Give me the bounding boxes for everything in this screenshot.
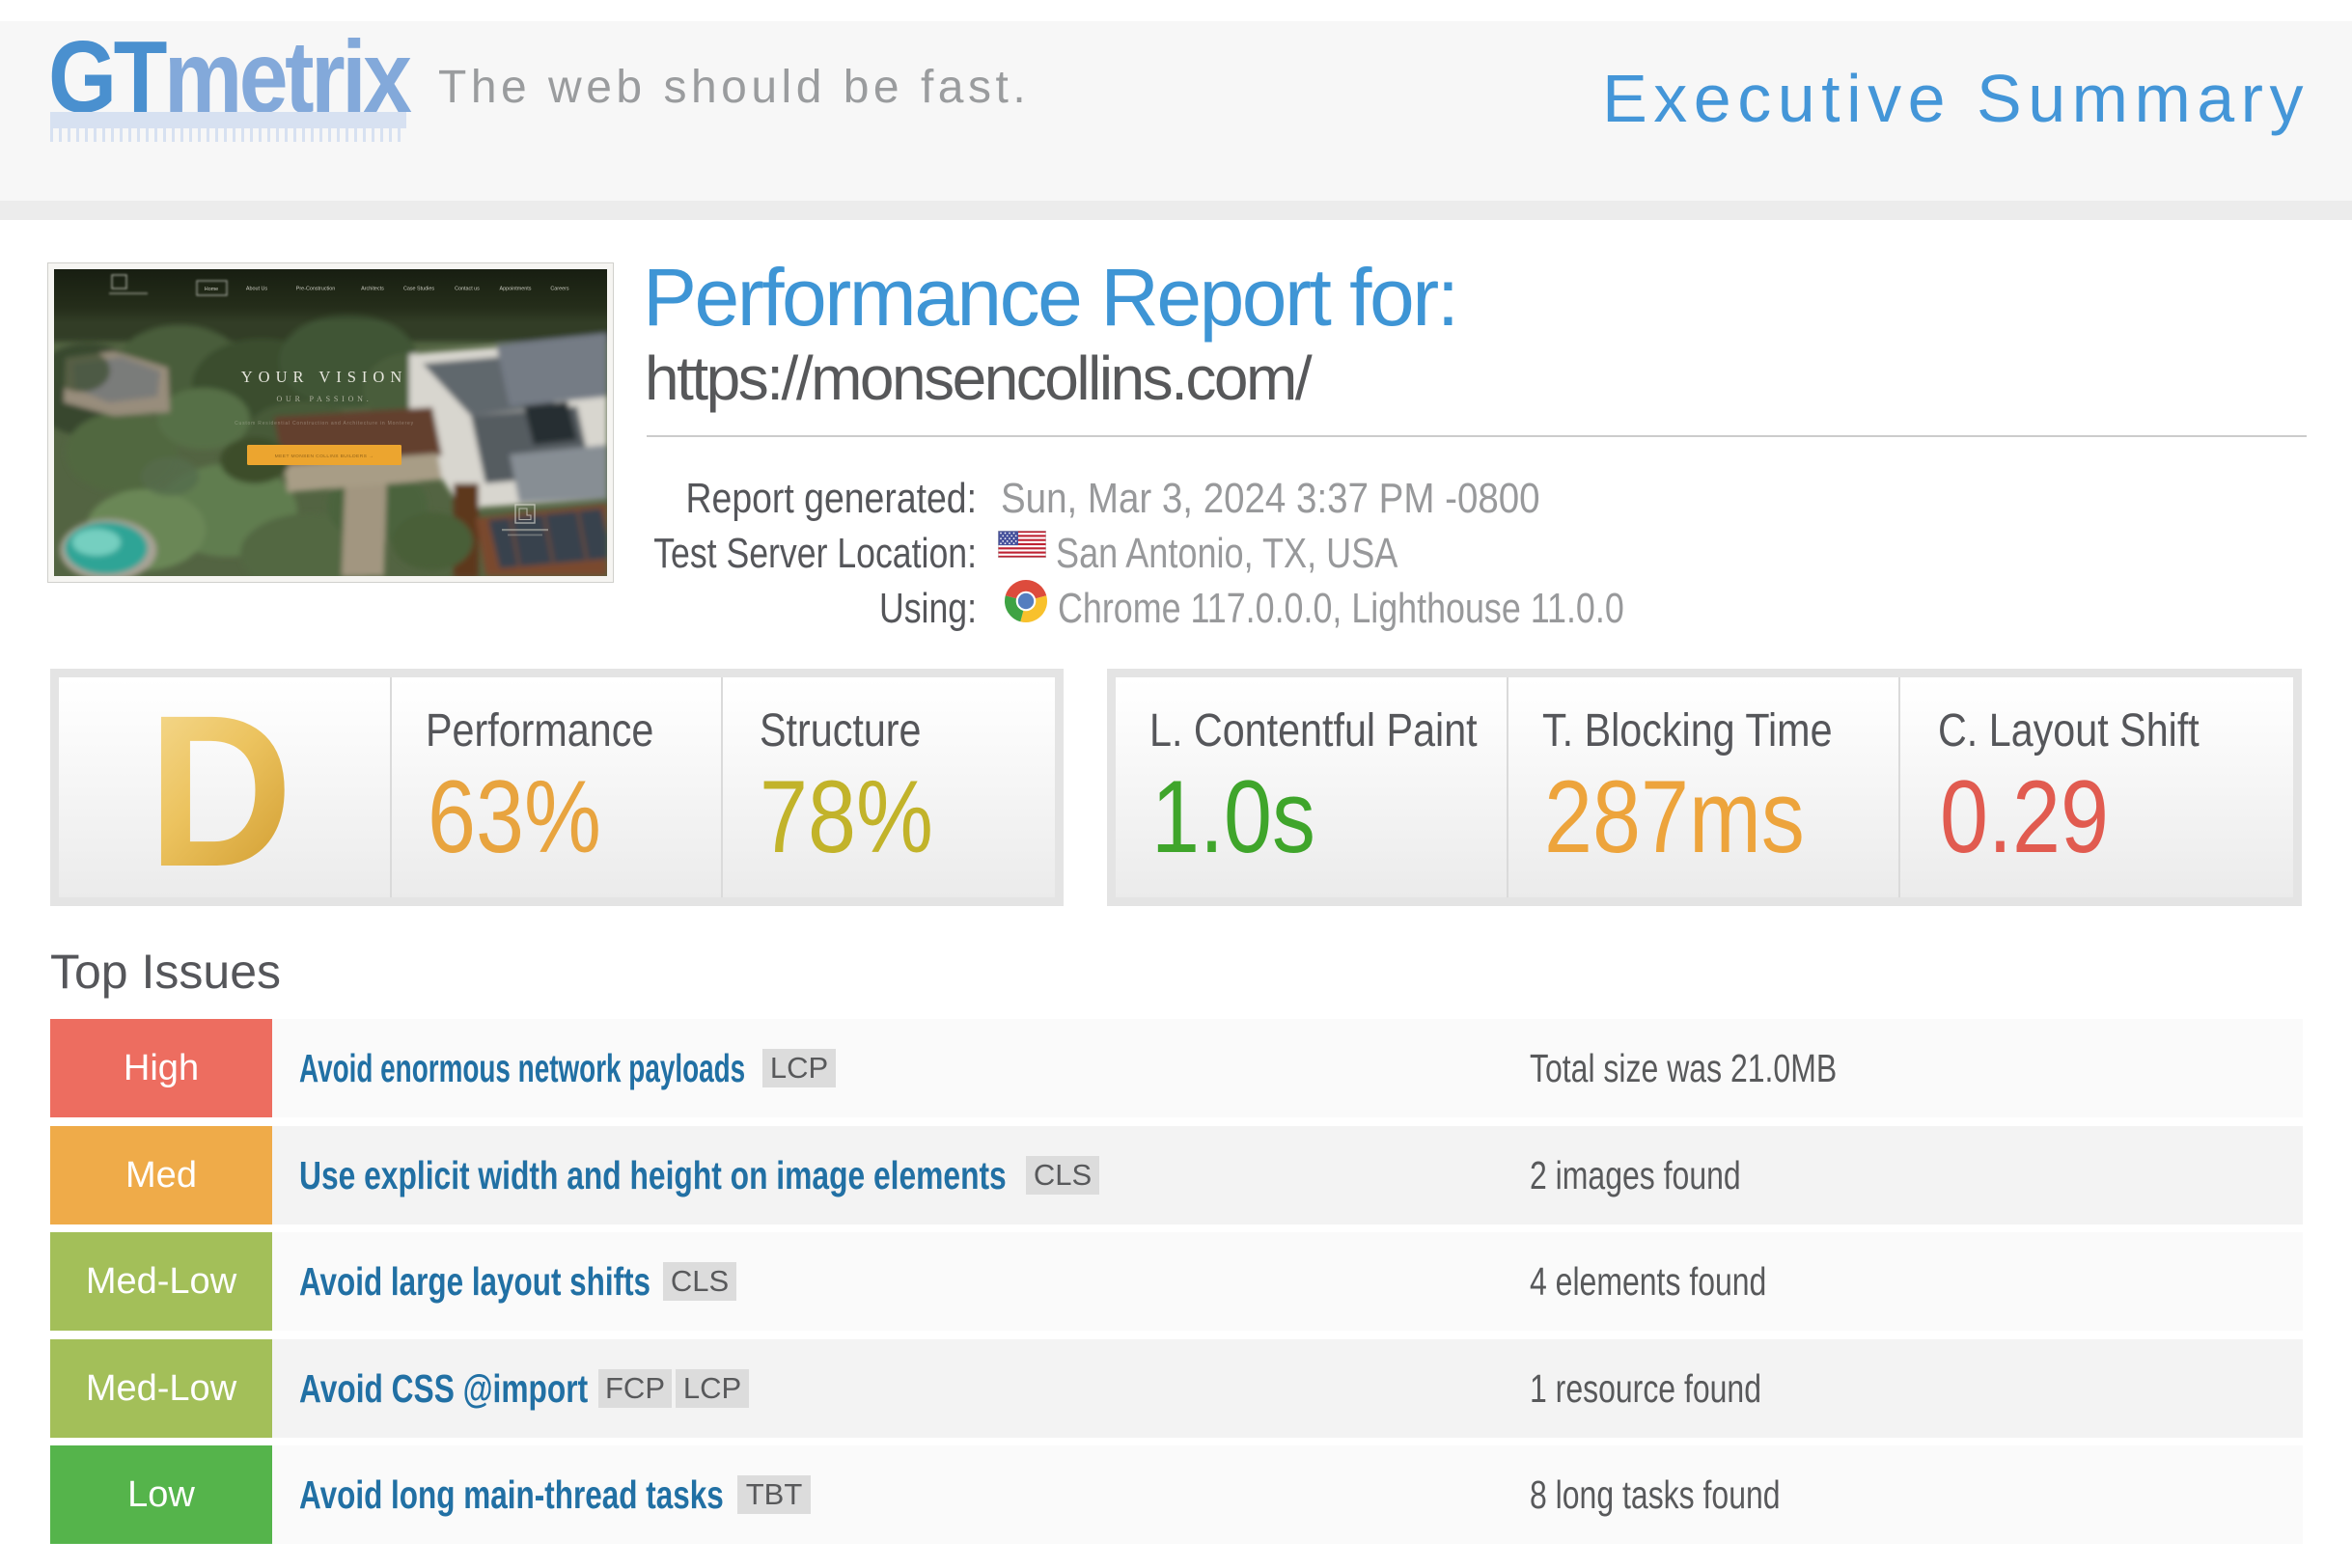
- svg-text:Architects: Architects: [361, 287, 384, 292]
- svg-text:Home: Home: [205, 287, 218, 292]
- svg-text:Custom Residential Constructio: Custom Residential Construction and Arch…: [235, 421, 414, 426]
- svg-text:Contact us: Contact us: [455, 287, 480, 292]
- svg-text:OUR PASSION.: OUR PASSION.: [276, 395, 372, 403]
- svg-text:MEET MONSEN COLLINS BUILDERS →: MEET MONSEN COLLINS BUILDERS →: [275, 454, 374, 459]
- svg-text:Appointments: Appointments: [500, 287, 532, 292]
- svg-text:Case Studies: Case Studies: [403, 287, 434, 292]
- svg-text:About Us: About Us: [246, 287, 267, 292]
- svg-text:YOUR VISION: YOUR VISION: [241, 368, 408, 386]
- svg-text:Pre-Construction: Pre-Construction: [296, 287, 335, 292]
- svg-text:Careers: Careers: [550, 287, 568, 292]
